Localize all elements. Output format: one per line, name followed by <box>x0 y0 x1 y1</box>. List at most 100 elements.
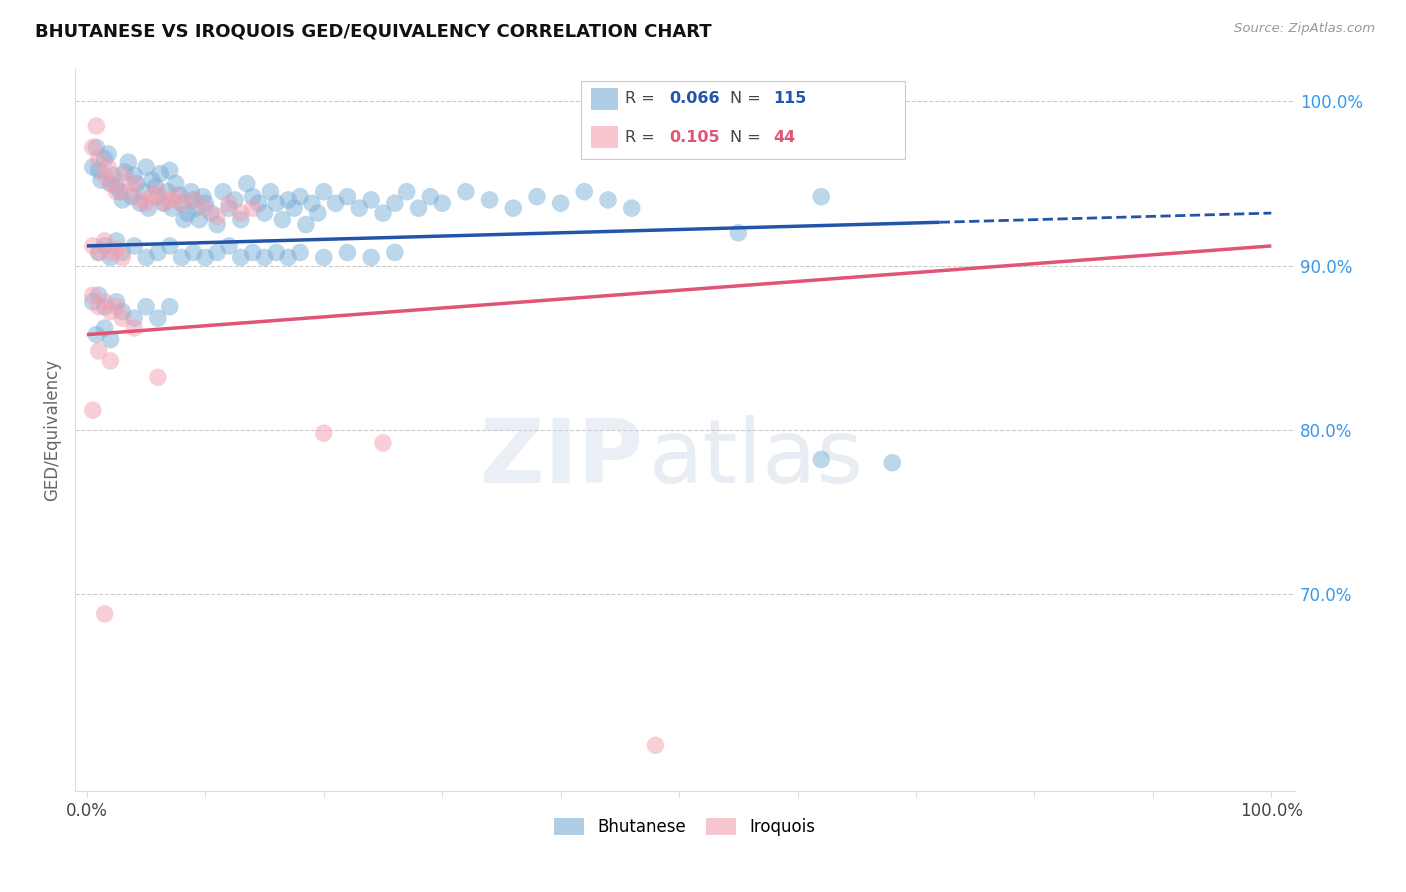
Point <box>86 119 108 133</box>
Point <box>111 304 134 318</box>
Point <box>242 201 264 215</box>
Point <box>200 206 222 220</box>
Point <box>283 201 305 215</box>
Point <box>125 177 148 191</box>
Point <box>312 251 335 265</box>
Point <box>101 169 124 183</box>
Point <box>478 193 501 207</box>
Point <box>312 426 335 441</box>
Point <box>191 189 214 203</box>
Point <box>93 152 115 166</box>
FancyBboxPatch shape <box>591 88 617 110</box>
Point <box>105 185 128 199</box>
Text: ZIP: ZIP <box>479 416 643 502</box>
Point <box>87 288 110 302</box>
Point <box>122 177 145 191</box>
Point <box>325 196 347 211</box>
Point <box>194 201 217 215</box>
Point <box>132 185 155 199</box>
Point <box>159 163 181 178</box>
Point <box>253 206 276 220</box>
Text: N =: N = <box>730 91 766 105</box>
Point <box>135 196 157 211</box>
Point <box>502 201 524 215</box>
Point <box>384 245 406 260</box>
Point <box>97 147 120 161</box>
Point <box>93 321 115 335</box>
Point <box>183 245 205 260</box>
Point <box>395 185 418 199</box>
Point <box>271 212 294 227</box>
Point <box>111 311 134 326</box>
Text: BHUTANESE VS IROQUOIS GED/EQUIVALENCY CORRELATION CHART: BHUTANESE VS IROQUOIS GED/EQUIVALENCY CO… <box>35 22 711 40</box>
Point <box>146 189 169 203</box>
Text: atlas: atlas <box>648 416 863 502</box>
Point <box>620 201 643 215</box>
Point <box>184 201 207 215</box>
Point <box>87 344 110 359</box>
Point <box>526 189 548 203</box>
Point <box>371 206 394 220</box>
Point <box>122 311 145 326</box>
Point <box>156 185 179 199</box>
Point <box>253 251 276 265</box>
Point <box>188 212 211 227</box>
Point <box>229 212 252 227</box>
Point <box>145 179 167 194</box>
Point <box>229 206 252 220</box>
Point <box>82 140 104 154</box>
Point <box>288 245 311 260</box>
Point <box>141 189 163 203</box>
Point <box>810 189 832 203</box>
Point <box>454 185 477 199</box>
Point <box>93 234 115 248</box>
Point <box>111 245 134 260</box>
Point <box>160 201 183 215</box>
Text: 115: 115 <box>773 91 806 105</box>
Point <box>100 333 122 347</box>
Point <box>146 245 169 260</box>
Point <box>105 234 128 248</box>
Text: 0.066: 0.066 <box>669 91 720 105</box>
Y-axis label: GED/Equivalency: GED/Equivalency <box>44 359 60 501</box>
Point <box>277 193 299 207</box>
Point <box>105 242 128 256</box>
Point <box>153 196 176 211</box>
Point <box>194 196 217 211</box>
Point <box>87 152 110 166</box>
FancyBboxPatch shape <box>581 81 904 159</box>
Point <box>100 304 122 318</box>
Point <box>82 239 104 253</box>
Point <box>205 210 228 224</box>
Point <box>176 206 198 220</box>
Point <box>810 452 832 467</box>
Point <box>205 218 228 232</box>
Point <box>312 185 335 199</box>
Point <box>183 193 205 207</box>
Point <box>111 251 134 265</box>
Point <box>165 189 187 203</box>
Point <box>87 245 110 260</box>
Point <box>218 196 240 211</box>
Point <box>100 177 122 191</box>
Point <box>87 300 110 314</box>
Point <box>301 196 323 211</box>
Point <box>205 245 228 260</box>
Point <box>242 245 264 260</box>
Point <box>349 201 371 215</box>
Point <box>129 193 152 207</box>
Point <box>82 403 104 417</box>
Point <box>105 300 128 314</box>
Point <box>141 173 163 187</box>
Point <box>146 311 169 326</box>
Point <box>295 218 318 232</box>
Text: 0.105: 0.105 <box>669 129 720 145</box>
Point <box>111 193 134 207</box>
Point <box>122 321 145 335</box>
Point <box>550 196 572 211</box>
Point <box>122 169 145 183</box>
Point <box>138 201 160 215</box>
Point <box>86 327 108 342</box>
Text: N =: N = <box>730 129 766 145</box>
Point <box>93 607 115 621</box>
